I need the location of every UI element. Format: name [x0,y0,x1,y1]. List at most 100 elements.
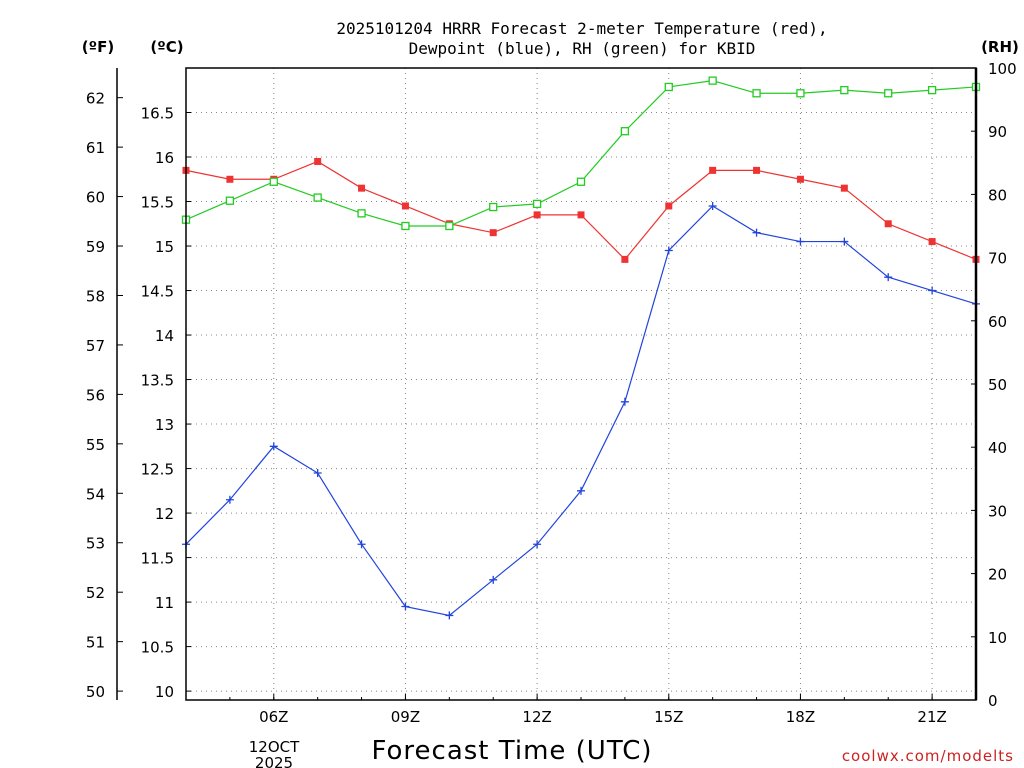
x-axis-title: Forecast Time (UTC) [371,736,652,766]
rh-point [489,202,498,212]
temperature-line [185,160,977,261]
dewpoint-point [840,237,849,246]
fahrenheit-tick-label: 55 [86,436,105,454]
x-tick-label: 06Z [259,708,288,726]
temperature-point [226,175,234,183]
fahrenheit-tick-label: 58 [86,287,105,305]
rh-tick-label: 100 [988,60,1017,78]
temperature-point [796,175,804,183]
rh-tick-label: 40 [988,439,1007,457]
dewpoint-point [225,495,234,504]
temperature-point [401,202,409,210]
rh-tick-label: 70 [988,250,1007,268]
celsius-tick-label: 11 [155,594,174,612]
plot-frame [185,67,977,701]
dewpoint-point [752,228,761,237]
temperature-point [314,157,322,165]
rh-point [664,82,673,92]
temperature-point [489,229,497,237]
chart-title-line2: Dewpoint (blue), RH (green) for KBID [409,39,756,58]
chart-title-line1: 2025101204 HRRR Forecast 2-meter Tempera… [336,19,827,38]
fahrenheit-tick-label: 56 [86,386,105,404]
celsius-tick-label: 12.5 [141,461,174,479]
temperature-point [709,166,717,174]
fahrenheit-tick-label: 52 [86,584,105,602]
rh-tick-label: 0 [988,692,998,710]
gridlines [186,68,976,700]
temperature-point [665,202,673,210]
dewpoint-point [708,201,717,210]
dewpoint-point [577,486,585,495]
rh-tick-label: 90 [988,123,1007,141]
celsius-unit-label: (ºC) [150,38,183,56]
dewpoint-point [313,469,322,478]
axes: 10 10.5 11 11.5 12 12.5 13 13.5 14 14.5 15 15.5 16 16… [86,60,1017,726]
rh-unit-label: (RH) [981,38,1019,56]
rh-point [620,127,630,136]
rh-point [840,85,849,95]
dewpoint-point [884,273,893,282]
temperature-point [884,220,892,228]
rh-point [884,89,893,98]
credit-link[interactable]: coolwx.com/modelts [842,747,1014,765]
dewpoint-point [401,602,410,611]
temperature-point [533,211,541,219]
temperature-point [753,166,761,174]
rh-point [269,177,278,186]
temperature-point [928,238,936,246]
rh-line [185,80,977,227]
fahrenheit-tick-label: 57 [86,337,105,355]
temperature-point [358,184,366,192]
celsius-tick-label: 12 [155,505,174,523]
dewpoint-point [489,575,498,584]
x-tick-label: 15Z [654,708,683,726]
rh-point [357,209,366,218]
fahrenheit-tick-label: 51 [86,634,105,652]
x-tick-label: 21Z [917,708,946,726]
celsius-tick-label: 15 [155,238,174,256]
rh-point [401,221,410,231]
data-series [181,76,981,620]
celsius-tick-label: 16 [155,149,174,167]
fahrenheit-tick-label: 59 [86,238,105,256]
temperature-point [577,211,585,219]
dewpoint-line [185,205,977,617]
rh-tick-label: 20 [988,566,1007,584]
rh-point [445,221,454,231]
celsius-tick-label: 11.5 [141,550,174,568]
fahrenheit-unit-label: (ºF) [82,38,114,56]
date-label-line2: 2025 [255,754,293,768]
rh-tick-label: 60 [988,313,1007,331]
rh-point [225,196,235,205]
x-tick-label: 12Z [522,708,551,726]
rh-point [927,85,937,95]
fahrenheit-tick-label: 60 [86,189,105,207]
dewpoint-point [620,397,629,406]
fahrenheit-tick-label: 62 [86,90,105,108]
fahrenheit-tick-label: 54 [86,485,105,503]
dewpoint-point [533,540,542,549]
dewpoint-point [796,237,805,246]
celsius-tick-label: 14 [155,327,174,345]
dewpoint-point [269,442,278,451]
rh-point [576,177,586,186]
dewpoint-point [664,246,673,255]
celsius-tick-label: 16.5 [141,105,174,123]
temperature-point [840,184,848,192]
dewpoint-point [928,286,937,295]
rh-tick-label: 50 [988,376,1007,394]
rh-point [532,199,542,209]
fahrenheit-tick-label: 61 [86,139,105,157]
rh-point [708,76,717,85]
date-label-line1: 12OCT [249,738,300,756]
dewpoint-point [357,540,366,549]
fahrenheit-tick-label: 53 [86,535,105,553]
fahrenheit-tick-label: 50 [86,683,105,701]
rh-tick-label: 80 [988,186,1007,204]
celsius-tick-label: 10.5 [141,639,174,657]
x-tick-label: 09Z [391,708,420,726]
celsius-tick-label: 10 [155,683,174,701]
x-tick-label: 18Z [786,708,815,726]
rh-point [752,89,761,98]
rh-point [796,89,805,98]
